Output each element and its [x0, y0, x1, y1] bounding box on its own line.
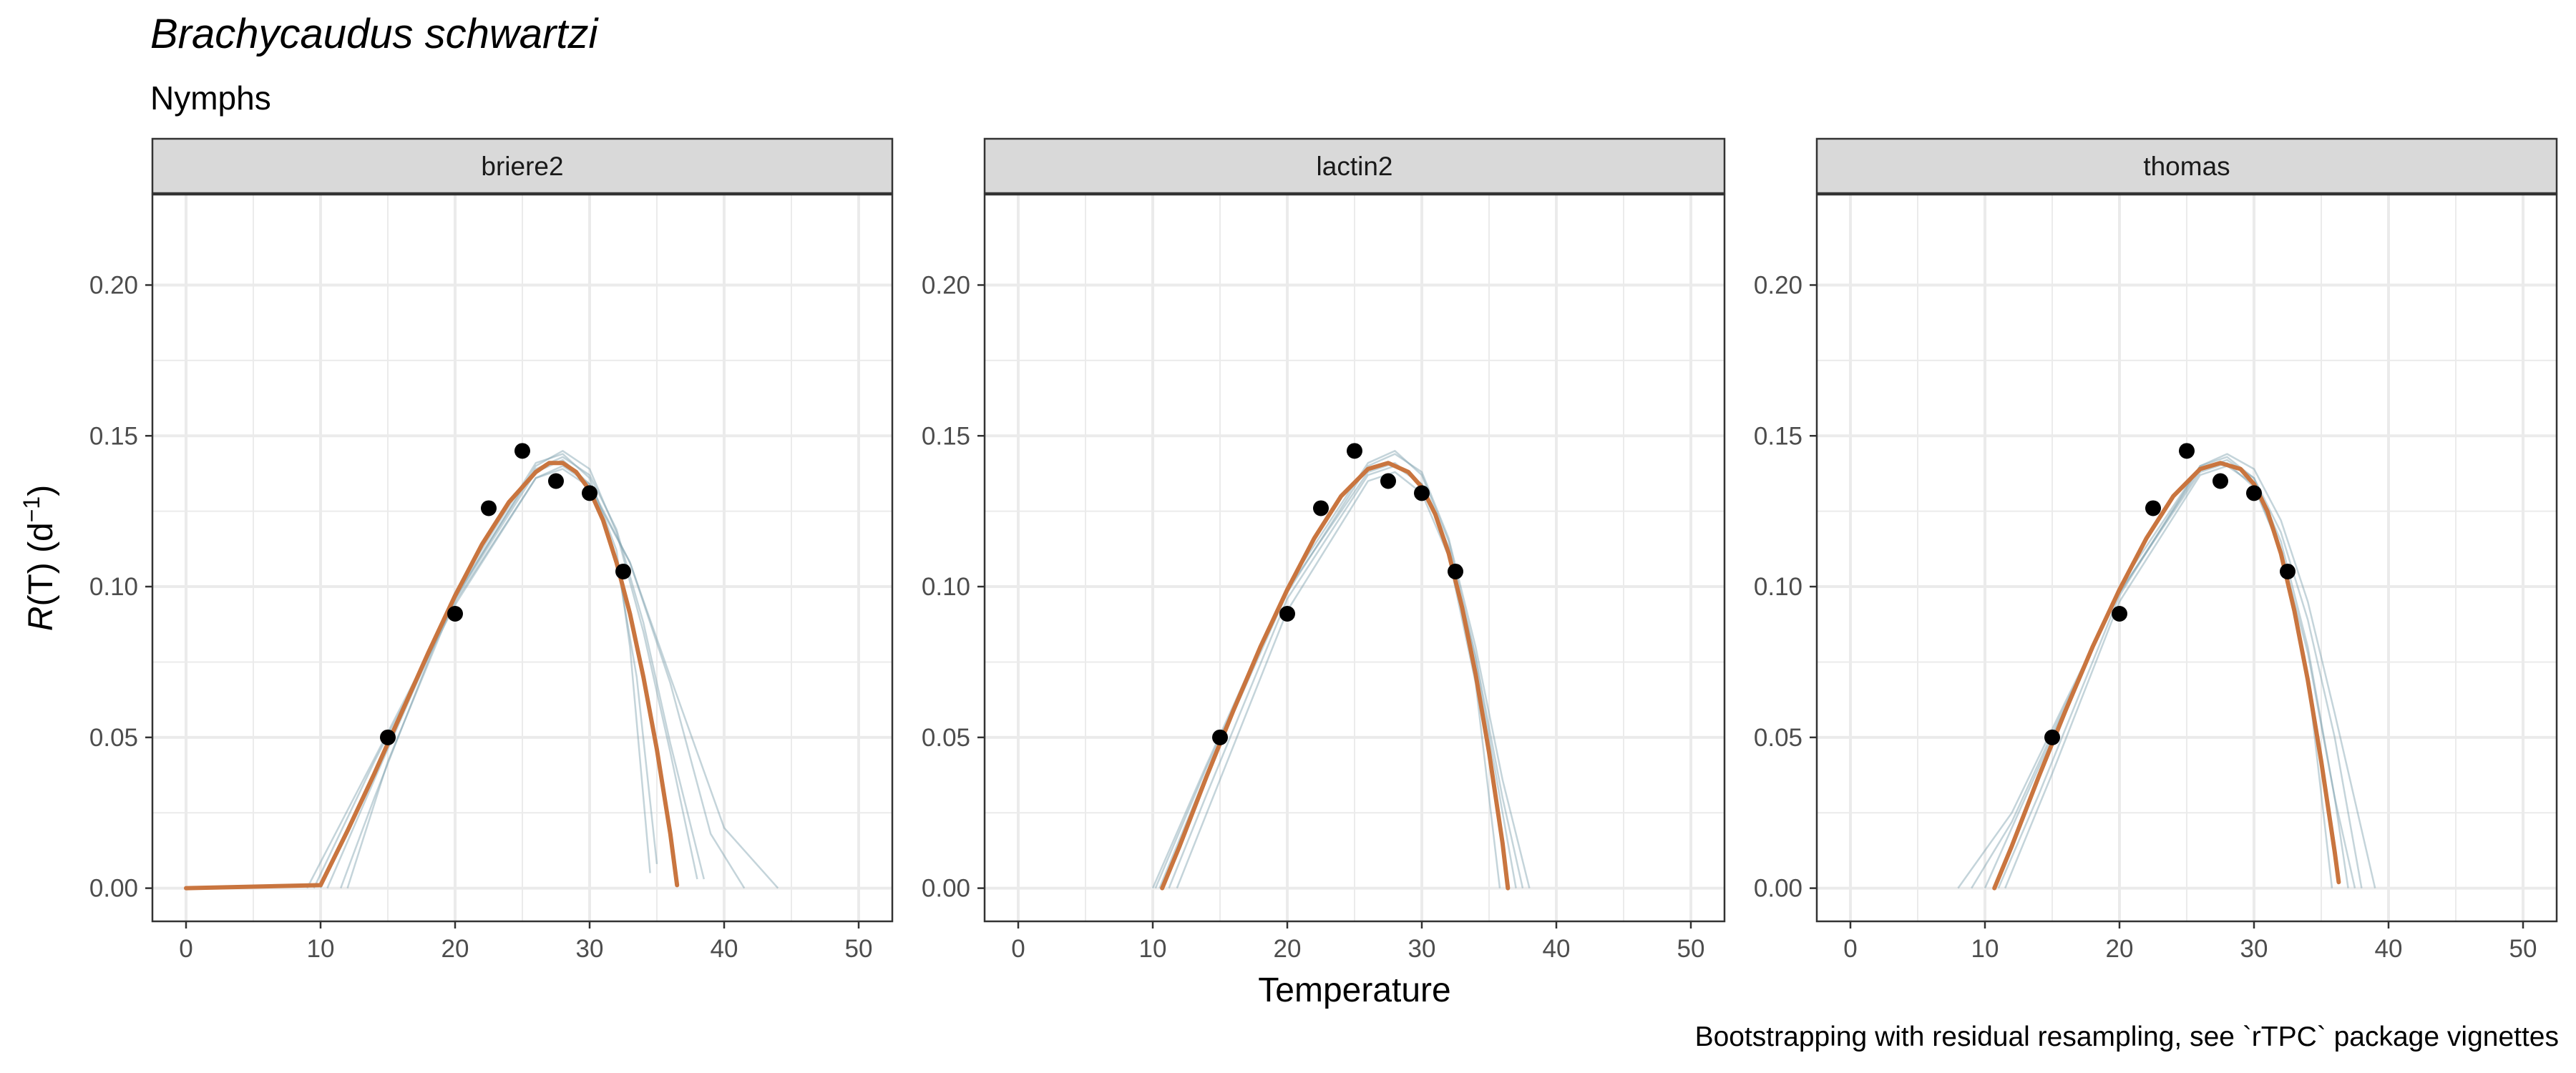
- x-tick-label: 50: [1677, 935, 1705, 963]
- y-axis-title-close: ): [22, 485, 60, 496]
- y-tick-label: 0.15: [922, 422, 970, 450]
- x-tick-label: 20: [2106, 935, 2134, 963]
- x-tick-label: 30: [1408, 935, 1436, 963]
- y-tick-label: 0.15: [1754, 422, 1802, 450]
- data-point: [615, 563, 631, 579]
- y-tick-label: 0.20: [922, 271, 970, 299]
- facet-strip-label: thomas: [2143, 152, 2230, 181]
- x-tick-label: 0: [1843, 935, 1857, 963]
- fitted-curve: [1160, 461, 1511, 891]
- fitted-curve: [1992, 461, 2341, 891]
- panel-border: [983, 193, 1726, 923]
- data-point: [1414, 485, 1430, 501]
- facet-panel-thomas: thomas 0 10 20 30 40 50 0.00 0.05 0.10 0.15 0.20: [1754, 137, 2558, 963]
- y-tick-label: 0.15: [89, 422, 138, 450]
- y-tick-label: 0.10: [1754, 573, 1802, 601]
- y-tick-label: 0.05: [1754, 724, 1802, 752]
- data-point: [2246, 485, 2262, 501]
- y-tick-label: 0.10: [89, 573, 138, 601]
- x-tick-label: 20: [441, 935, 469, 963]
- data-point: [1279, 605, 1295, 622]
- panel-border: [151, 193, 894, 923]
- facet-panel-briere2: briere2 0 10 20 30 40 50 0.00 0.05 0.10 0.15 0.20: [89, 137, 894, 963]
- y-tick-label: 0.20: [1754, 271, 1802, 299]
- fitted-curve: [184, 461, 680, 891]
- data-point: [481, 500, 497, 516]
- data-point: [447, 605, 463, 622]
- x-tick-label: 30: [576, 935, 604, 963]
- y-tick-label: 0.05: [922, 724, 970, 752]
- data-point: [2112, 605, 2127, 622]
- data-point: [2212, 473, 2228, 489]
- y-axis-title-main: (T) (d: [22, 522, 60, 606]
- bootstrap-curve: [340, 453, 651, 889]
- facet-strip-label: briere2: [481, 152, 563, 181]
- x-tick-label: 40: [1543, 935, 1571, 963]
- data-point: [582, 485, 597, 501]
- y-tick-label: 0.05: [89, 724, 138, 752]
- bootstrap-curve: [1176, 471, 1501, 889]
- x-tick-label: 30: [2240, 935, 2268, 963]
- chart-subtitle: Nymphs: [150, 79, 271, 117]
- y-axis-title-exponent: −1: [19, 496, 44, 522]
- data-point: [1313, 500, 1329, 516]
- x-tick-label: 10: [1139, 935, 1167, 963]
- x-tick-label: 0: [179, 935, 192, 963]
- x-tick-label: 50: [2509, 935, 2537, 963]
- y-tick-label: 0.00: [89, 875, 138, 903]
- facet-strip: [151, 137, 894, 195]
- data-point: [2179, 443, 2195, 459]
- y-tick-label: 0.20: [89, 271, 138, 299]
- chart-caption: Bootstrapping with residual resampling, …: [1694, 1021, 2559, 1052]
- y-tick-label: 0.00: [1754, 875, 1802, 903]
- data-point: [548, 473, 564, 489]
- data-point: [2145, 500, 2161, 516]
- facet-panel-lactin2: lactin2 0 10 20 30 40 50 0.00 0.05 0.10 0.15 0.20: [922, 137, 1726, 963]
- facet-strip-label: lactin2: [1317, 152, 1393, 181]
- bootstrap-curve: [346, 459, 658, 888]
- facet-strip: [983, 137, 1726, 195]
- data-point: [1380, 473, 1396, 489]
- data-point: [2280, 563, 2296, 579]
- x-tick-label: 40: [711, 935, 738, 963]
- x-tick-label: 50: [845, 935, 873, 963]
- x-tick-label: 10: [307, 935, 335, 963]
- data-point: [380, 729, 396, 745]
- data-point: [1347, 443, 1362, 459]
- x-axis-title: Temperature: [1258, 971, 1450, 1009]
- y-axis-title-symbol: R: [22, 607, 60, 632]
- panel-border: [1815, 193, 2558, 923]
- y-axis-title: R(T) (d−1): [19, 485, 60, 631]
- data-point: [1448, 563, 1463, 579]
- y-tick-label: 0.10: [922, 573, 970, 601]
- chart-title: Brachycaudus schwartzi: [150, 11, 598, 57]
- x-tick-label: 10: [1971, 935, 1999, 963]
- y-tick-label: 0.00: [922, 875, 970, 903]
- x-tick-label: 0: [1011, 935, 1025, 963]
- x-tick-label: 40: [2375, 935, 2403, 963]
- data-point: [1212, 729, 1228, 745]
- facet-strip: [1815, 137, 2558, 195]
- data-point: [2044, 729, 2060, 745]
- x-tick-label: 20: [1274, 935, 1302, 963]
- data-point: [514, 443, 530, 459]
